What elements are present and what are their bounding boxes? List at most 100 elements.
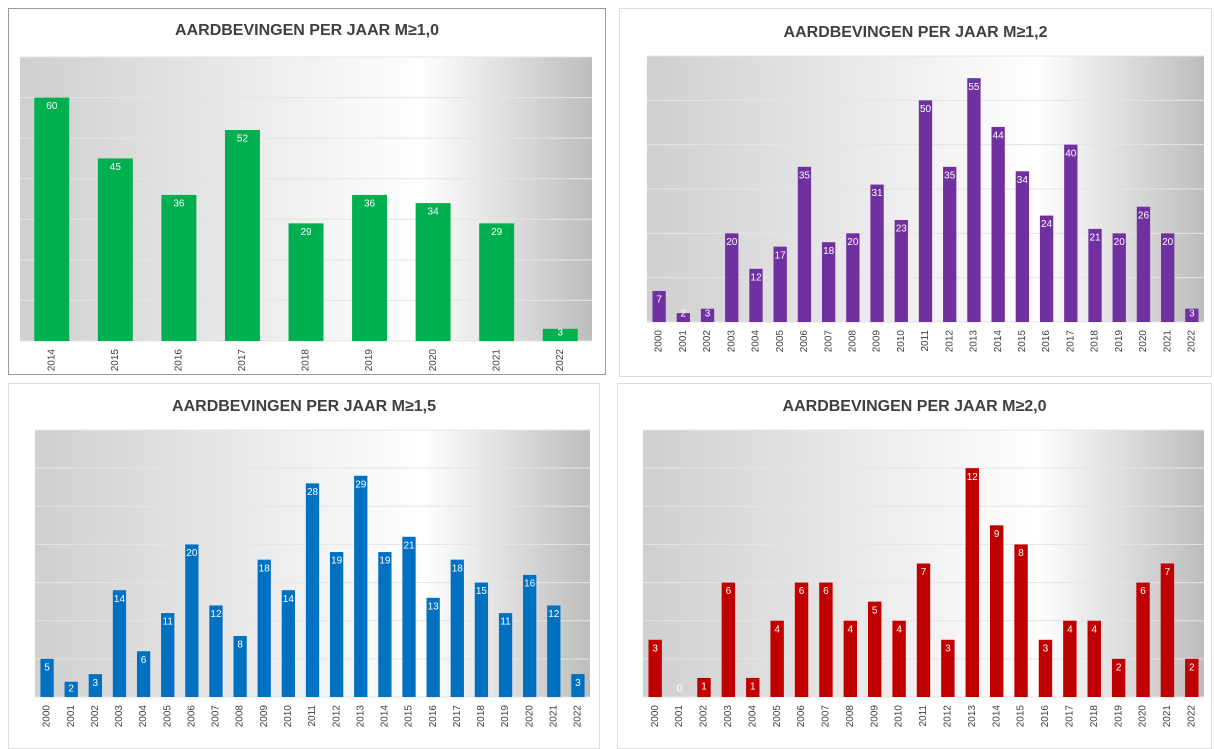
bar [426,597,440,697]
value-label: 34 [428,207,440,218]
value-label: 18 [823,246,835,257]
chart-title: AARDBEVINGEN PER JAAR M≥2,0 [783,398,1047,415]
bar [676,313,690,322]
value-label: 3 [1189,309,1195,320]
bar [112,590,127,697]
value-label: 3 [575,678,581,689]
value-label: 55 [968,82,980,93]
bar [352,194,388,341]
value-label: 21 [403,540,415,551]
bar [725,233,739,322]
bar [1063,620,1077,697]
x-tick-label: 2000 [654,330,665,353]
value-label: 7 [921,567,927,578]
bar [1185,658,1199,697]
bar [1161,233,1175,322]
bar [1014,544,1028,697]
x-tick-label: 2015 [404,705,415,728]
bar [773,246,787,322]
x-tick-label: 2018 [301,349,312,372]
bar [943,166,957,322]
bar [402,536,416,697]
value-label: 12 [750,272,762,283]
value-label: 8 [1018,548,1024,559]
x-tick-label: 2006 [799,330,810,353]
bar [474,582,489,697]
value-label: 4 [1091,624,1097,635]
x-tick-label: 2017 [237,349,248,372]
value-label: 18 [452,563,464,574]
bar [819,582,833,697]
x-tick-label: 2020 [1138,705,1149,728]
bar [498,613,513,697]
bar [185,544,199,697]
x-tick-label: 2003 [726,330,737,353]
bar [1038,639,1053,697]
x-tick-label: 2015 [1016,705,1027,728]
bar [523,574,537,697]
x-tick-label: 2015 [1017,330,1028,353]
x-tick-label: 2021 [491,349,502,372]
x-tick-label: 2020 [524,705,535,728]
value-label: 0 [677,684,683,695]
bar [329,552,344,697]
bar [916,563,931,697]
x-tick-label: 2009 [869,705,880,728]
value-label: 9 [994,529,1000,540]
x-tick-label: 2001 [674,705,685,728]
bar [892,620,906,697]
x-tick-label: 2004 [138,705,149,728]
value-label: 3 [945,643,951,654]
value-label: 15 [476,586,488,597]
value-label: 29 [491,227,503,238]
x-tick-label: 2004 [751,330,762,353]
value-label: 3 [93,678,99,689]
x-tick-label: 2021 [548,705,559,728]
x-tick-label: 2011 [920,330,931,352]
x-tick-label: 2002 [702,330,713,353]
value-label: 4 [1067,624,1073,635]
value-label: 40 [1065,148,1077,159]
bar [843,620,858,697]
value-label: 11 [163,617,174,628]
bar [415,203,451,341]
bar [161,613,175,697]
bar [1136,582,1150,697]
bar [281,590,296,697]
x-tick-label: 2018 [476,705,487,728]
bar [721,582,736,697]
value-label: 50 [920,104,932,115]
x-tick-label: 2022 [555,349,566,372]
x-tick-label: 2018 [1090,330,1101,353]
value-label: 3 [1043,643,1049,654]
value-label: 20 [1162,237,1174,248]
value-label: 13 [428,601,440,612]
bar [571,674,585,697]
bar [1015,171,1030,322]
value-label: 12 [967,472,979,483]
bar [233,635,247,697]
value-label: 60 [46,101,58,112]
bar [542,328,578,341]
bar [161,194,197,341]
x-tick-label: 2010 [896,330,907,353]
value-label: 5 [872,605,878,616]
value-label: 28 [307,487,319,498]
bar [354,475,368,697]
bar [97,158,133,341]
bar [88,674,102,697]
bar [941,639,955,697]
x-tick-label: 2016 [174,349,185,372]
bar [965,468,979,697]
bar [697,677,711,697]
x-tick-label: 2019 [1113,705,1124,728]
value-label: 36 [364,199,376,210]
bar [846,233,860,322]
value-label: 26 [1138,210,1150,221]
x-tick-label: 2005 [775,330,786,353]
value-label: 34 [1017,175,1029,186]
value-label: 1 [750,682,756,693]
value-label: 3 [557,328,563,339]
